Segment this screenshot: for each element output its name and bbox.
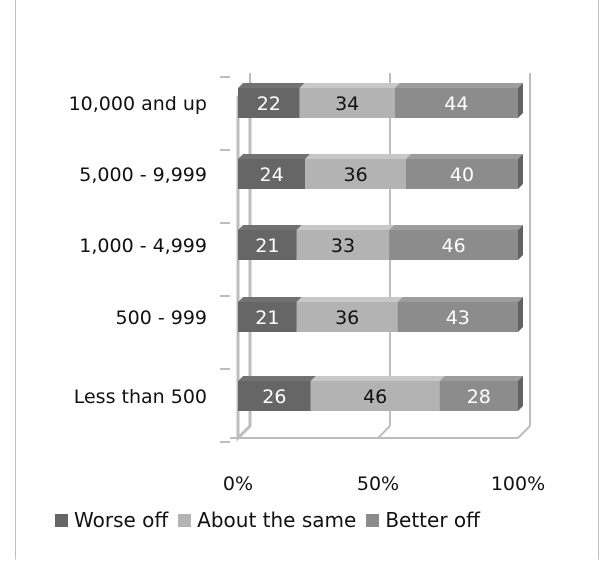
gridline-floor [377, 425, 391, 439]
x-tick-label: 100% [491, 473, 545, 495]
bar-segment-side [518, 376, 523, 411]
bar-segment-top [238, 376, 316, 381]
bar-segment-top [439, 376, 523, 381]
bar-value-label: 22 [257, 93, 281, 115]
bar-segment-top [296, 297, 403, 302]
bar-value-label: 46 [442, 235, 466, 257]
legend-item: Better off [366, 508, 480, 532]
bar-value-label: 44 [444, 93, 468, 115]
gridline-floor [237, 425, 251, 439]
bar-segment [439, 381, 518, 411]
bar-value-label: 26 [262, 386, 286, 408]
category-label: 500 - 999 [116, 307, 207, 329]
legend-label: Better off [385, 508, 480, 532]
bar-segment [299, 88, 395, 118]
bar-segment [389, 230, 518, 260]
legend-item: About the same [178, 508, 356, 532]
bar-segment [394, 88, 518, 118]
legend: Worse off About the same Better off [55, 508, 480, 532]
bar-segment-top [238, 154, 311, 159]
gridline-floor [517, 425, 531, 439]
bar-value-label: 28 [467, 386, 491, 408]
bar-segment-top [238, 83, 305, 88]
legend-label: About the same [197, 508, 357, 532]
x-tick-label: 0% [223, 473, 253, 495]
bar-segment [296, 302, 398, 332]
bar-segment [238, 88, 300, 118]
chart-frame [15, 0, 599, 560]
bar-value-label: 40 [450, 164, 474, 186]
category-label: 1,000 - 4,999 [79, 235, 207, 257]
bar-segment [238, 230, 297, 260]
bar-segment [238, 159, 306, 189]
bar-segment-top [296, 225, 395, 230]
bar-value-label: 36 [344, 164, 368, 186]
bar-value-label: 43 [446, 307, 470, 329]
bar-segment [296, 230, 390, 260]
bar-segment-top [389, 225, 523, 230]
bar-value-label: 24 [260, 164, 284, 186]
category-label: Less than 500 [74, 386, 207, 408]
bar-value-label: 21 [255, 307, 279, 329]
bar-segment-side [518, 225, 523, 260]
legend-swatch [55, 513, 68, 527]
bar-segment-side [518, 154, 523, 189]
bar-segment-top [299, 83, 400, 88]
bar-segment-side [518, 83, 523, 118]
category-label: 5,000 - 9,999 [79, 164, 207, 186]
legend-swatch [366, 513, 380, 527]
bar-segment [406, 159, 518, 189]
bar-value-label: 36 [335, 307, 359, 329]
bar-value-label: 34 [335, 93, 359, 115]
x-tick-label: 50% [357, 473, 399, 495]
bar-segment [310, 381, 440, 411]
legend-item: Worse off [55, 508, 168, 532]
bar-segment [238, 302, 297, 332]
bar-segment-top [310, 376, 445, 381]
legend-swatch [178, 513, 192, 527]
bar-segment-top [305, 154, 411, 159]
bar-value-label: 46 [363, 386, 387, 408]
bar-segment [238, 381, 311, 411]
bar-segment [397, 302, 518, 332]
legend-label: Worse off [74, 508, 169, 532]
bar-value-label: 33 [331, 235, 355, 257]
bar-segment-top [394, 83, 523, 88]
bar-segment-side [518, 297, 523, 332]
chart-plot: 0% 50% 100% 22 34 44 10,000 and up 24 36 40 5,000 … [69, 73, 545, 495]
category-label: 10,000 and up [69, 93, 207, 115]
bar-segment-top [397, 297, 523, 302]
bar-segment-top [238, 297, 302, 302]
bar-segment [305, 159, 406, 189]
bar-segment-top [406, 154, 523, 159]
bar-value-label: 21 [255, 235, 279, 257]
bar-segment-top [238, 225, 302, 230]
